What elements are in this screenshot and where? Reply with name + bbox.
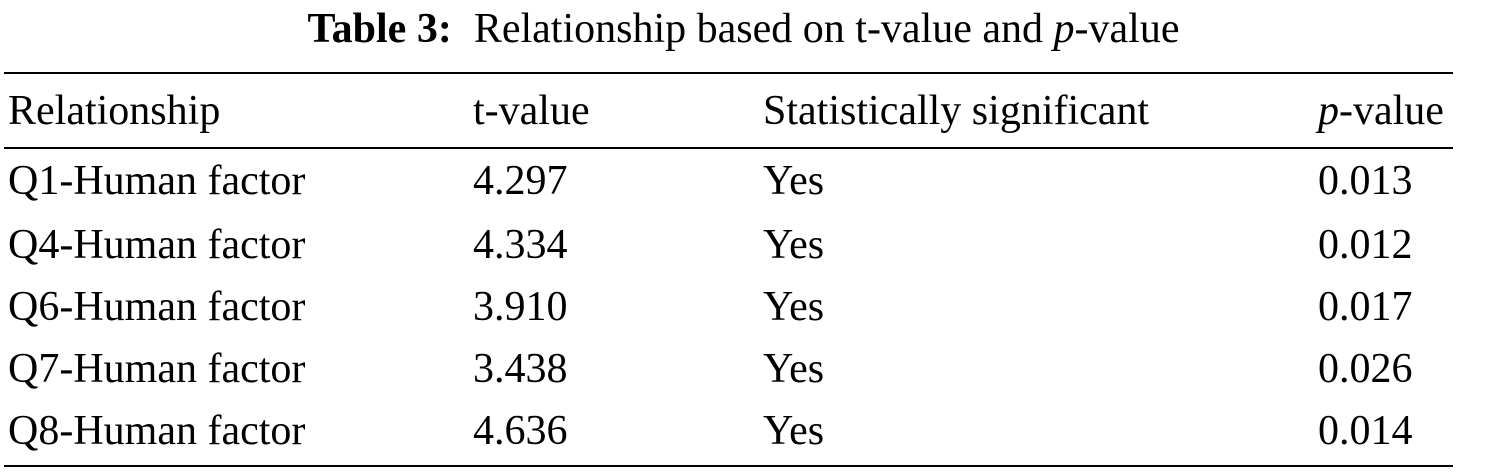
table-row: Q6-Human factor 3.910 Yes 0.017: [4, 276, 1457, 338]
cell-t-value: 4.636: [473, 408, 568, 454]
table-caption: Table 3: Relationship based on t-value an…: [0, 0, 1487, 58]
cell-p-value: 0.013: [1318, 158, 1413, 204]
cell-t-value: 3.910: [473, 284, 568, 330]
cell-relationship: Q6-Human factor: [8, 284, 306, 330]
table-row: Q8-Human factor 4.636 Yes 0.014: [4, 400, 1457, 462]
header-p-value: p-value: [1318, 74, 1457, 148]
header-significant: Statistically significant: [763, 88, 1150, 134]
header-p-rest: -value: [1339, 88, 1444, 134]
cell-t-value: 3.438: [473, 346, 568, 392]
table-row: Q7-Human factor 3.438 Yes 0.026: [4, 338, 1457, 400]
cell-significant: Yes: [763, 158, 825, 204]
cell-relationship: Q4-Human factor: [8, 222, 306, 268]
cell-relationship: Q7-Human factor: [8, 346, 306, 392]
caption-text-end: -value: [1074, 6, 1180, 52]
cell-p-value: 0.012: [1318, 222, 1413, 268]
header-t-value: t-value: [473, 88, 590, 134]
caption-label: Table 3:: [307, 6, 452, 52]
cell-p-value: 0.014: [1318, 408, 1413, 454]
table-row: Q1-Human factor 4.297 Yes 0.013: [4, 148, 1457, 214]
cell-relationship: Q1-Human factor: [8, 158, 306, 204]
cell-significant: Yes: [763, 222, 825, 268]
cell-p-value: 0.017: [1318, 284, 1413, 330]
cell-t-value: 4.297: [473, 158, 568, 204]
header-rule: [4, 147, 1453, 149]
top-rule: [4, 72, 1453, 74]
cell-relationship: Q8-Human factor: [8, 408, 306, 454]
caption-italic-p: p: [1053, 6, 1075, 52]
header-row: Relationship t-value Statistically signi…: [4, 74, 1457, 148]
cell-significant: Yes: [763, 284, 825, 330]
table-body: Q1-Human factor 4.297 Yes 0.013 Q4-Human fac…: [4, 148, 1457, 462]
cell-p-value: 0.026: [1318, 346, 1413, 392]
cell-t-value: 4.334: [473, 222, 568, 268]
data-table: Relationship t-value Statistically signi…: [4, 74, 1457, 462]
cell-significant: Yes: [763, 346, 825, 392]
header-p-italic: p: [1318, 88, 1339, 134]
table-row: Q4-Human factor 4.334 Yes 0.012: [4, 214, 1457, 276]
bottom-rule: [4, 465, 1453, 467]
cell-significant: Yes: [763, 408, 825, 454]
header-relationship: Relationship: [8, 88, 221, 134]
caption-text: Relationship based on t-value and: [473, 6, 1054, 52]
